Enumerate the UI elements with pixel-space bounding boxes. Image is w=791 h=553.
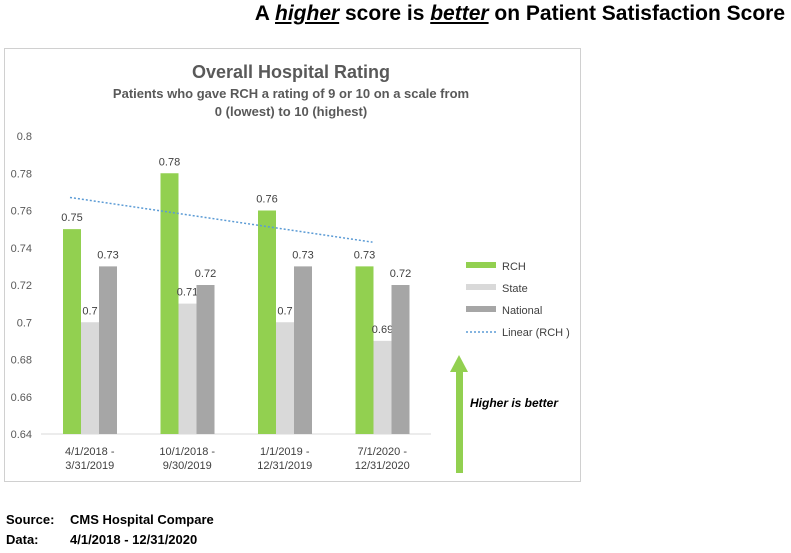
chart-subtitle-line: Patients who gave RCH a rating of 9 or 1… [113,86,469,101]
y-tick-label: 0.68 [11,355,32,367]
x-tick-label: 3/31/2019 [65,460,114,472]
x-tick-label: 4/1/2018 - [65,446,115,458]
data-label: 0.78 [159,156,180,168]
headline-emphasis-better: better [430,2,489,25]
higher-is-better-label: Higher is better [470,396,559,410]
headline-prefix: A [254,2,275,25]
trendline [69,196,373,243]
legend-swatch [466,262,496,268]
y-tick-label: 0.7 [17,317,32,329]
higher-arrow-head [450,355,468,372]
higher-arrow-shaft [456,370,463,473]
legend-swatch [466,306,496,312]
bar-state [178,303,197,434]
y-tick-label: 0.8 [17,131,32,143]
chart-subtitle-line: 0 (lowest) to 10 (highest) [215,104,367,119]
data-label: 0.69 [372,324,393,336]
footer-data-value: 4/1/2018 - 12/31/2020 [70,532,198,547]
x-tick-label: 7/1/2020 - [357,446,407,458]
bar-national [294,266,312,434]
bar-state [276,322,294,434]
y-tick-label: 0.66 [11,392,32,404]
footer-data-label: Data: [6,532,39,547]
footer-data: Data: 4/1/2018 - 12/31/2020 [6,532,197,547]
data-label: 0.73 [97,249,118,261]
x-tick-label: 12/31/2020 [355,460,410,472]
headline: A higher score is better on Patient Sati… [5,2,785,26]
footer-source-value: CMS Hospital Compare [70,512,214,527]
legend-label: Linear (RCH ) [502,327,570,339]
x-tick-label: 12/31/2019 [257,460,312,472]
bar-national [196,285,215,434]
bar-state [373,340,392,434]
data-label: 0.7 [277,305,292,317]
y-tick-label: 0.74 [11,243,32,255]
y-tick-label: 0.76 [11,206,32,218]
data-label: 0.76 [256,194,277,206]
y-tick-label: 0.78 [11,168,32,180]
data-label: 0.71 [177,287,198,299]
bar-national [391,285,410,434]
legend-label: National [502,305,542,317]
footer-source-label: Source: [6,512,55,527]
bar-rch [258,210,276,434]
legend-label: State [502,283,528,295]
bar-rch [355,266,374,434]
data-label: 0.72 [195,268,216,280]
y-tick-label: 0.64 [11,429,32,441]
x-tick-label: 10/1/2018 - [159,446,215,458]
data-label: 0.75 [61,212,82,224]
bar-rch [63,229,81,434]
chart-title: Overall Hospital Rating [192,62,390,82]
data-label: 0.7 [82,305,97,317]
headline-middle: score is [339,2,431,25]
y-tick-label: 0.72 [11,280,32,292]
footer-source: Source: CMS Hospital Compare [6,512,214,527]
x-tick-label: 9/30/2019 [163,460,212,472]
headline-emphasis-higher: higher [275,2,340,25]
data-label: 0.73 [354,249,375,261]
x-tick-label: 1/1/2019 - [260,446,310,458]
data-label: 0.73 [292,249,313,261]
bar-state [81,322,99,434]
headline-suffix: on Patient Satisfaction Score [488,2,785,25]
bar-rch [160,173,179,434]
data-label: 0.72 [390,268,411,280]
bar-national [99,266,117,434]
legend-swatch [466,284,496,290]
legend-label: RCH [502,261,526,273]
